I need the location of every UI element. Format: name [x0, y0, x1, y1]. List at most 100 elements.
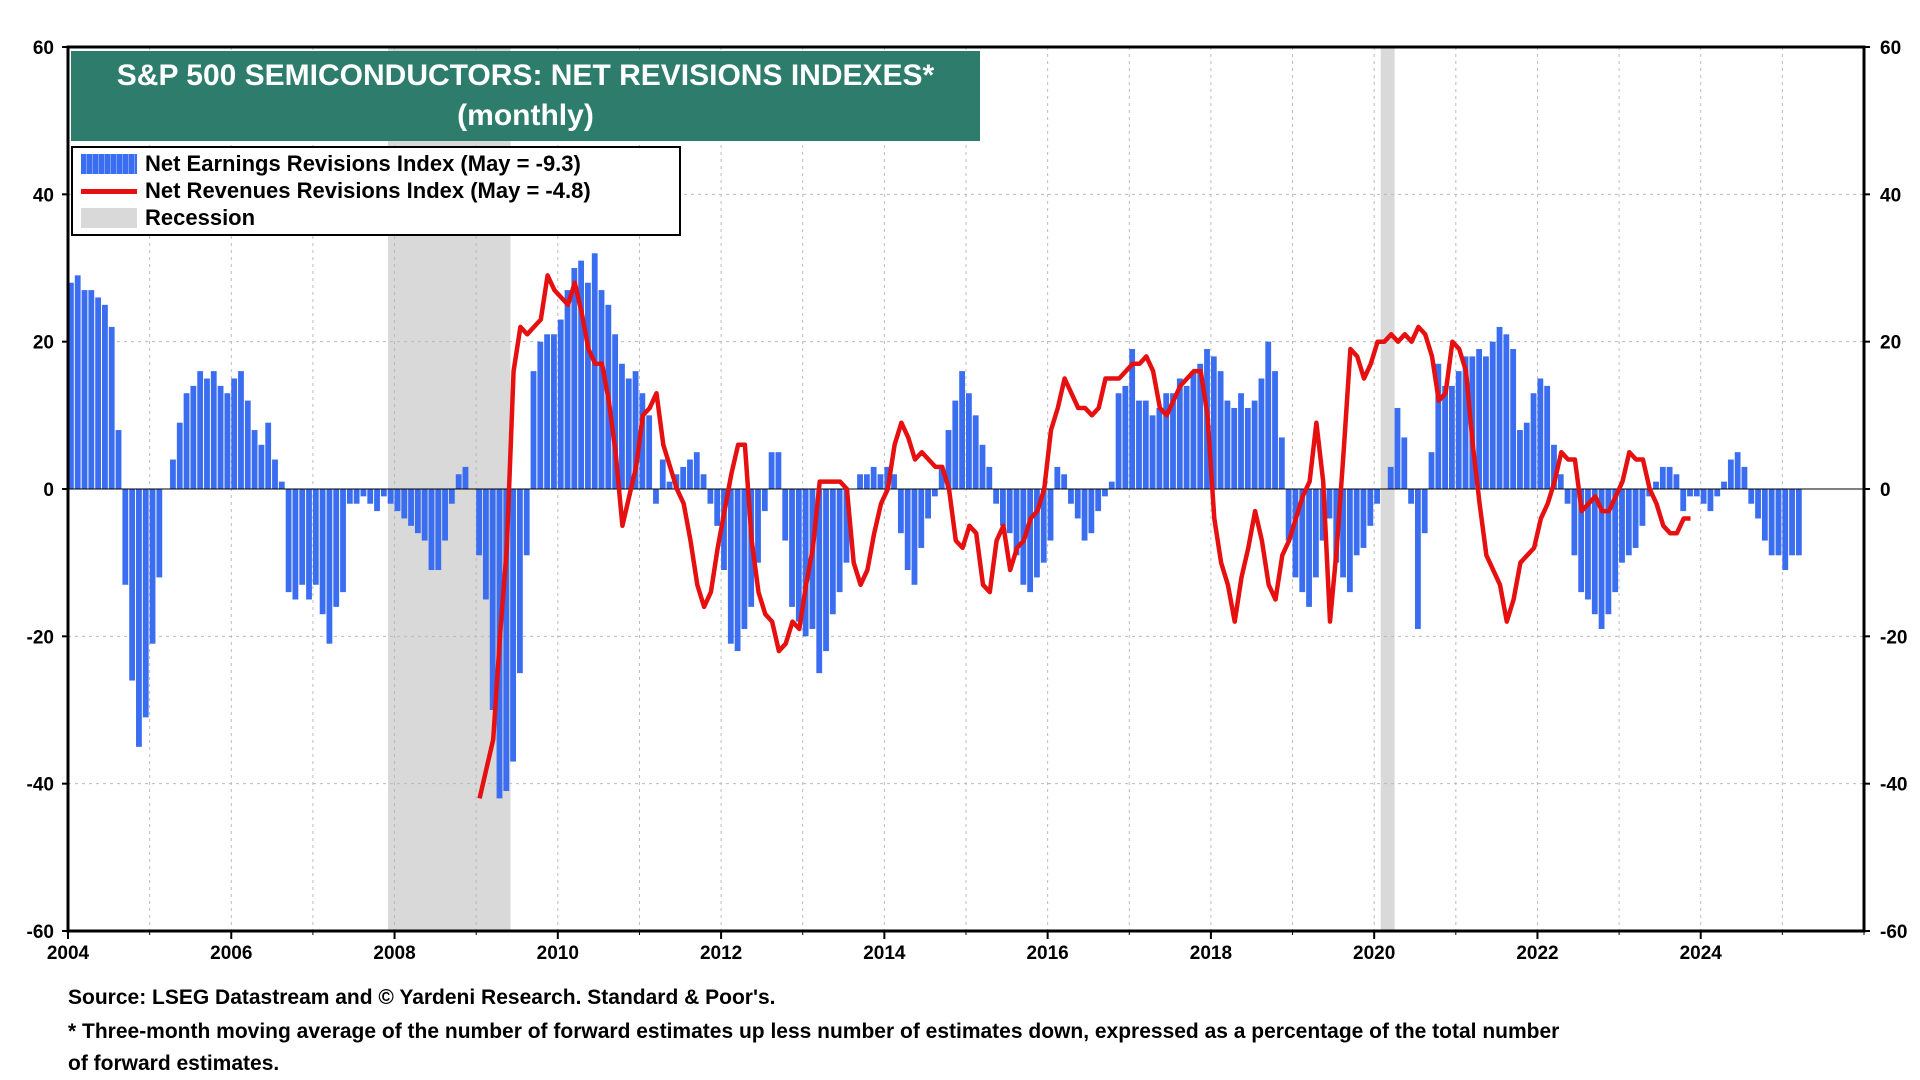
earnings-bar: [448, 489, 455, 504]
earnings-bar: [1612, 489, 1619, 593]
earnings-bar: [1054, 466, 1061, 489]
earnings-bar: [108, 326, 115, 489]
earnings-bar: [1231, 407, 1238, 489]
earnings-bar: [1081, 489, 1088, 541]
earnings-bar: [1707, 489, 1714, 512]
earnings-bar: [156, 489, 163, 578]
earnings-bar: [1653, 481, 1659, 489]
earnings-bar: [1340, 489, 1346, 578]
earnings-bar: [68, 282, 74, 489]
earnings-bar: [1557, 474, 1564, 489]
earnings-bar: [863, 474, 870, 489]
earnings-bar: [1755, 489, 1761, 519]
earnings-bar: [1156, 407, 1163, 489]
footer-source: Source: LSEG Datastream and © Yardeni Re…: [68, 986, 776, 1009]
earnings-bar: [319, 489, 326, 615]
earnings-bar: [1102, 489, 1108, 497]
earnings-bar: [1210, 356, 1217, 489]
y-tick-label-right: -60: [1880, 922, 1907, 943]
earnings-bar: [653, 489, 659, 504]
earnings-bar: [210, 371, 217, 489]
earnings-bar: [1115, 393, 1122, 489]
earnings-bar: [129, 489, 136, 681]
earnings-bar: [1238, 393, 1244, 489]
earnings-bar: [1659, 466, 1666, 489]
y-tick-label-right: 40: [1880, 185, 1901, 206]
earnings-bar: [367, 489, 374, 504]
earnings-bar: [1278, 437, 1285, 489]
earnings-bar: [1544, 385, 1551, 489]
earnings-bar: [564, 290, 571, 489]
earnings-bar: [224, 393, 231, 489]
earnings-bar: [1047, 489, 1054, 541]
earnings-bar: [931, 489, 938, 497]
legend-recession-label: Recession: [145, 205, 256, 230]
earnings-bar: [1639, 489, 1646, 526]
x-tick-label: 2010: [537, 943, 579, 964]
earnings-bar: [421, 489, 428, 541]
earnings-bar: [326, 489, 333, 644]
earnings-bar: [761, 489, 768, 512]
earnings-bar: [1476, 349, 1483, 489]
earnings-bar: [387, 489, 394, 504]
earnings-bar: [571, 268, 578, 489]
earnings-bar: [204, 378, 210, 489]
earnings-bar: [993, 489, 1000, 504]
earnings-bar: [1360, 489, 1367, 548]
y-tick-label-left: -60: [27, 922, 54, 943]
earnings-bar: [1176, 378, 1183, 489]
earnings-bar: [1551, 444, 1557, 489]
earnings-bar: [190, 385, 197, 489]
earnings-bar: [1136, 400, 1142, 489]
legend-line-swatch: [81, 188, 137, 194]
earnings-bar: [278, 481, 285, 489]
earnings-bar: [802, 489, 809, 637]
x-tick-label: 2024: [1680, 943, 1723, 964]
earnings-bar: [741, 489, 748, 629]
earnings-bar: [1394, 407, 1401, 489]
earnings-bar: [251, 430, 258, 489]
footer-note-1: * Three-month moving average of the numb…: [68, 1020, 1560, 1043]
x-tick-label: 2016: [1026, 943, 1068, 964]
y-tick-label-right: 0: [1880, 480, 1891, 501]
earnings-bar: [537, 341, 544, 489]
earnings-bar: [1741, 466, 1748, 489]
earnings-bar: [952, 400, 959, 489]
chart-title-line2: (monthly): [457, 99, 594, 132]
earnings-bar: [1775, 489, 1782, 556]
legend-recession-swatch: [81, 208, 137, 228]
earnings-bar: [353, 489, 360, 504]
earnings-bar: [1517, 430, 1523, 489]
earnings-bar: [1197, 363, 1204, 489]
earnings-bar: [1258, 378, 1265, 489]
earnings-bar: [1693, 489, 1700, 497]
earnings-bar: [646, 415, 653, 489]
earnings-bar: [238, 371, 244, 489]
earnings-bar: [598, 290, 605, 489]
earnings-bar: [897, 489, 904, 534]
earnings-bar: [659, 459, 666, 489]
earnings-bar: [870, 466, 877, 489]
earnings-bar: [428, 489, 435, 571]
earnings-bar: [632, 371, 639, 489]
earnings-bar: [1680, 489, 1687, 512]
earnings-bar: [1571, 489, 1578, 556]
y-tick-label-right: 60: [1880, 38, 1901, 59]
earnings-bar: [972, 415, 979, 489]
earnings-bar: [1530, 393, 1537, 489]
earnings-bar: [1217, 371, 1224, 489]
earnings-bar: [1374, 489, 1380, 504]
earnings-bar: [1564, 489, 1571, 504]
earnings-bar: [510, 489, 516, 762]
earnings-bar: [231, 378, 238, 489]
earnings-bar: [1442, 385, 1449, 489]
earnings-bar: [1088, 489, 1095, 534]
earnings-bar: [74, 275, 81, 489]
y-tick-label-right: -20: [1880, 627, 1907, 648]
earnings-bar: [843, 489, 850, 563]
x-tick-label: 2004: [47, 943, 90, 964]
earnings-bar: [551, 334, 557, 489]
legend-item-recession: Recession: [81, 205, 255, 231]
y-tick-label-right: 20: [1880, 333, 1901, 354]
earnings-bar: [1503, 334, 1510, 489]
